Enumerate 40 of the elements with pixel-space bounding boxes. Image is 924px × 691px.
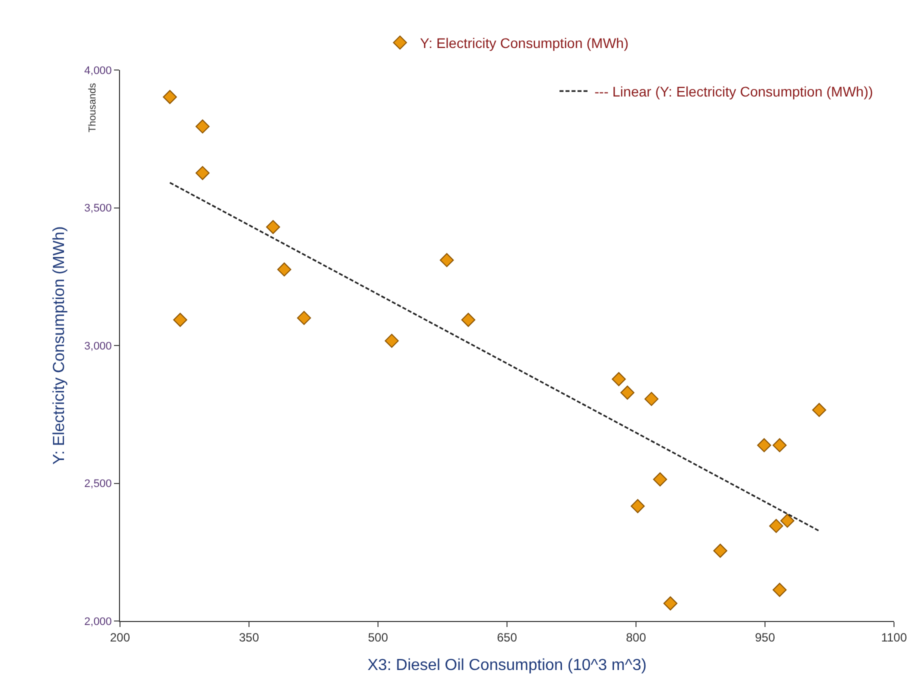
point	[772, 582, 787, 597]
point	[653, 472, 668, 486]
point	[772, 438, 787, 452]
point	[620, 386, 634, 400]
point	[769, 518, 784, 533]
legend-label: Y: Electricity Consumption (MWh)	[420, 35, 628, 52]
x-axis-title: X3: Diesel Oil Consumption (10^3 m^3)	[367, 657, 647, 674]
y-tick-label: 4,000	[84, 64, 112, 77]
y-tick-label: 2,500	[84, 478, 112, 490]
x-tick-label: 200	[110, 630, 130, 644]
point	[162, 90, 177, 104]
x-tick-label: 500	[368, 630, 388, 644]
legend-label: --- Linear (Y: Electricity Consumption (MWh))	[594, 84, 874, 100]
point	[384, 334, 399, 348]
point	[644, 392, 658, 406]
y-tick-label: 3,500	[84, 202, 112, 215]
point	[713, 544, 728, 558]
x-tick-label: 800	[626, 630, 646, 644]
point	[266, 220, 280, 234]
x-tick-label: 950	[754, 630, 776, 644]
point	[277, 262, 292, 276]
point	[461, 312, 476, 327]
text: Thousands	[87, 82, 98, 132]
point	[297, 310, 312, 325]
point	[196, 166, 210, 180]
y-tick-label: 3,000	[84, 340, 112, 352]
y-tick-label: 2,000	[84, 616, 112, 628]
point	[663, 596, 678, 610]
point	[440, 253, 454, 268]
point	[173, 312, 188, 327]
x-tick-label: 650	[496, 630, 518, 644]
point	[612, 372, 626, 386]
point	[196, 119, 210, 134]
y-axis-title: Y: Electricity Consumption (MWh)	[51, 226, 68, 465]
x-tick-label: 350	[238, 630, 260, 644]
point	[630, 499, 645, 514]
point	[780, 514, 794, 528]
point	[757, 438, 772, 452]
point	[812, 402, 826, 417]
x-tick-label: 1100	[881, 630, 908, 644]
